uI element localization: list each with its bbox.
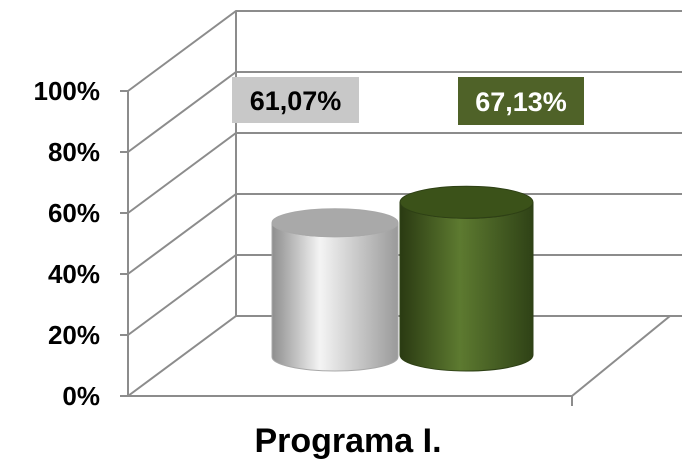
bars	[272, 186, 533, 371]
bar-top	[272, 209, 398, 237]
y-tick-label: 0%	[62, 381, 100, 411]
chart-walls	[128, 11, 670, 406]
data-labels: 61,07% 67,13%	[232, 77, 584, 125]
gridline	[128, 72, 682, 152]
y-tick-label: 40%	[48, 259, 100, 289]
y-tick-label: 100%	[34, 76, 101, 106]
y-tick-label: 80%	[48, 137, 100, 167]
bar-body	[400, 202, 533, 371]
gridline	[128, 11, 682, 91]
floor-right-edge	[572, 316, 670, 396]
bar	[400, 186, 533, 371]
data-label-text: 67,13%	[475, 87, 567, 117]
category-label: Programa I.	[254, 422, 441, 460]
y-axis-ticks: 0% 20% 40% 60% 80% 100%	[34, 76, 129, 411]
bar	[272, 209, 398, 371]
data-label: 61,07%	[232, 77, 359, 123]
bar-top	[400, 186, 533, 218]
y-tick-label: 60%	[48, 198, 100, 228]
y-tick-label: 20%	[48, 320, 100, 350]
data-label: 67,13%	[458, 77, 584, 125]
data-label-text: 61,07%	[250, 86, 342, 116]
bar-body	[272, 223, 398, 371]
